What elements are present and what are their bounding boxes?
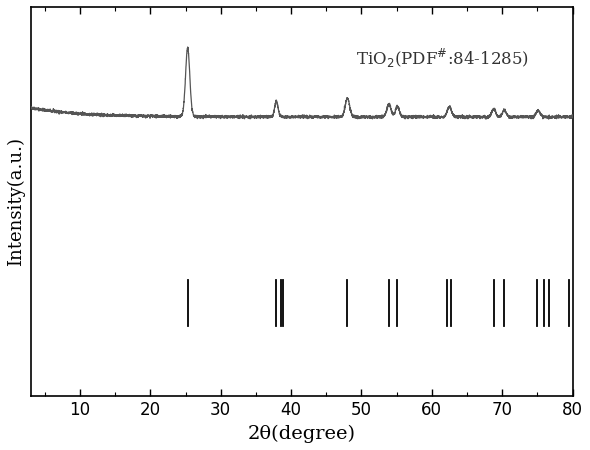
Text: TiO$_2$(PDF$^{\#}$:84-1285): TiO$_2$(PDF$^{\#}$:84-1285) — [356, 47, 529, 70]
Y-axis label: Intensity(a.u.): Intensity(a.u.) — [7, 137, 25, 266]
X-axis label: 2θ(degree): 2θ(degree) — [248, 425, 356, 443]
